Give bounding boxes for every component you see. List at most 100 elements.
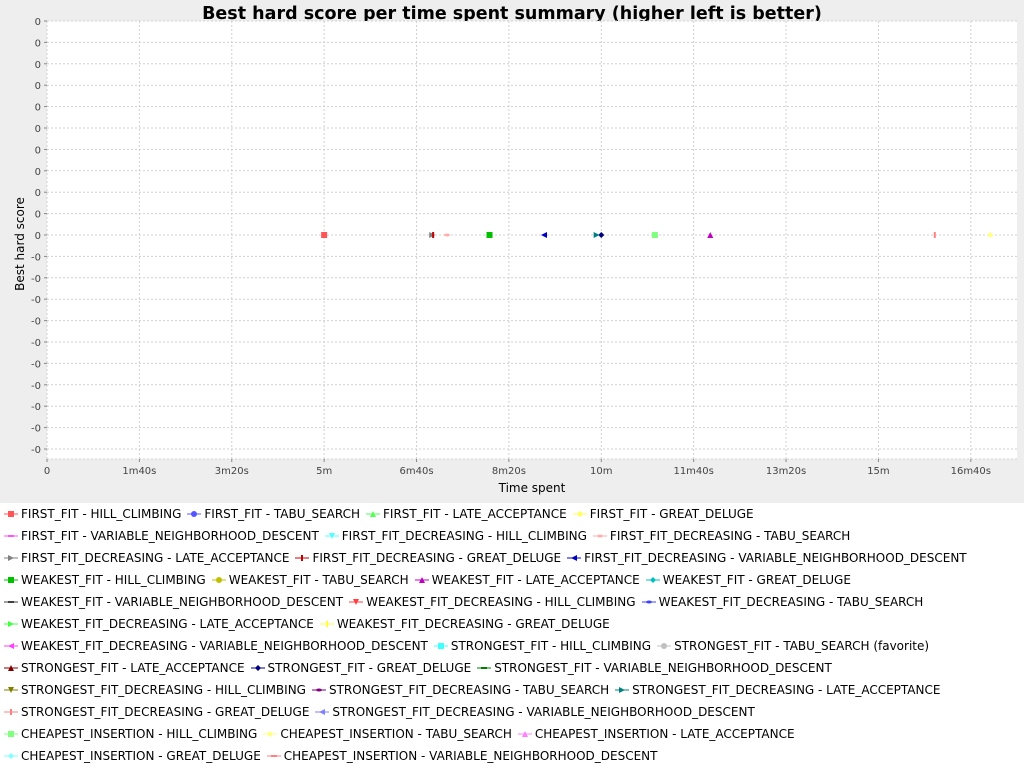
plot-area bbox=[47, 21, 1017, 459]
legend-item: FIRST_FIT - LATE_ACCEPTANCE bbox=[366, 503, 567, 525]
legend-marker bbox=[319, 709, 326, 715]
legend-marker bbox=[8, 601, 14, 603]
legend-marker bbox=[521, 731, 528, 737]
data-point bbox=[933, 232, 936, 238]
data-point bbox=[651, 232, 658, 238]
legend-marker-icon bbox=[319, 621, 334, 627]
legend-marker-icon bbox=[414, 577, 429, 583]
legend-marker-icon bbox=[592, 534, 607, 538]
legend-marker bbox=[301, 555, 304, 561]
legend-label: STRONGEST_FIT - LATE_ACCEPTANCE bbox=[21, 661, 245, 675]
legend-item: FIRST_FIT_DECREASING - VARIABLE_NEIGHBOR… bbox=[567, 547, 967, 569]
data-point bbox=[593, 232, 600, 238]
legend-label: STRONGEST_FIT_DECREASING - VARIABLE_NEIG… bbox=[332, 705, 755, 719]
legend-marker-icon bbox=[4, 621, 18, 627]
legend-item: STRONGEST_FIT - VARIABLE_NEIGHBORHOOD_DE… bbox=[477, 657, 832, 679]
legend-label: WEAKEST_FIT_DECREASING - HILL_CLIMBING bbox=[366, 595, 636, 609]
x-tick-label: 8m20s bbox=[492, 466, 526, 477]
legend-label: FIRST_FIT_DECREASING - HILL_CLIMBING bbox=[341, 529, 587, 543]
legend-marker bbox=[596, 534, 603, 538]
legend-item: STRONGEST_FIT_DECREASING - VARIABLE_NEIG… bbox=[315, 701, 755, 723]
data-point bbox=[598, 232, 605, 238]
legend-label: STRONGEST_FIT_DECREASING - TABU_SEARCH bbox=[328, 683, 610, 697]
x-tick-label: 13m20s bbox=[766, 466, 806, 477]
data-point bbox=[987, 232, 994, 238]
legend-marker bbox=[576, 511, 583, 517]
legend-marker-icon bbox=[572, 511, 587, 517]
legend-item: STRONGEST_FIT - LATE_ACCEPTANCE bbox=[4, 657, 245, 679]
legend-marker bbox=[8, 535, 14, 537]
legend-marker-icon bbox=[4, 535, 18, 537]
y-tick-label: 0 bbox=[35, 231, 41, 242]
legend-marker-icon bbox=[295, 555, 310, 561]
data-point bbox=[321, 232, 328, 238]
y-tick-label: -0 bbox=[31, 381, 41, 392]
legend-marker-icon bbox=[4, 665, 18, 671]
legend-label: FIRST_FIT - GREAT_DELUGE bbox=[589, 507, 754, 521]
legend-label: STRONGEST_FIT - HILL_CLIMBING bbox=[450, 639, 652, 653]
legend-marker-icon bbox=[657, 643, 672, 649]
legend-label: WEAKEST_FIT - GREAT_DELUGE bbox=[662, 573, 851, 587]
legend-marker-icon bbox=[4, 753, 18, 759]
x-tick-label: 10m bbox=[590, 466, 612, 477]
legend-marker-icon bbox=[211, 577, 226, 583]
legend-item: WEAKEST_FIT_DECREASING - LATE_ACCEPTANCE bbox=[4, 613, 314, 635]
legend-item: STRONGEST_FIT - HILL_CLIMBING bbox=[433, 635, 652, 657]
data-point bbox=[486, 232, 493, 238]
legend-marker bbox=[315, 688, 322, 692]
y-tick-label: 0 bbox=[35, 17, 41, 28]
x-tick-label: 15m bbox=[867, 466, 889, 477]
legend-label: FIRST_FIT_DECREASING - VARIABLE_NEIGHBOR… bbox=[584, 551, 967, 565]
legend-label: WEAKEST_FIT - VARIABLE_NEIGHBORHOOD_DESC… bbox=[21, 595, 344, 609]
legend-marker bbox=[8, 621, 14, 627]
legend-marker-icon bbox=[433, 643, 448, 649]
legend-item: FIRST_FIT_DECREASING - GREAT_DELUGE bbox=[295, 547, 561, 569]
legend-item: CHEAPEST_INSERTION - LATE_ACCEPTANCE bbox=[517, 723, 795, 745]
legend-label: FIRST_FIT - LATE_ACCEPTANCE bbox=[383, 507, 567, 521]
legend-marker-icon bbox=[315, 709, 330, 715]
x-tick-label: 16m40s bbox=[951, 466, 991, 477]
legend-marker bbox=[353, 599, 360, 605]
y-tick-label: -0 bbox=[31, 424, 41, 435]
legend-marker bbox=[267, 731, 274, 737]
y-tick-label: -0 bbox=[31, 317, 41, 328]
legend-item: WEAKEST_FIT - LATE_ACCEPTANCE bbox=[414, 569, 640, 591]
legend-label: WEAKEST_FIT - TABU_SEARCH bbox=[228, 573, 409, 587]
y-tick-label: 0 bbox=[35, 81, 41, 92]
legend-marker bbox=[325, 621, 328, 627]
legend: FIRST_FIT - HILL_CLIMBING FIRST_FIT - TAB… bbox=[0, 503, 1024, 768]
legend-label: STRONGEST_FIT_DECREASING - LATE_ACCEPTAN… bbox=[632, 683, 941, 697]
legend-item: WEAKEST_FIT_DECREASING - HILL_CLIMBING bbox=[349, 591, 636, 613]
data-point bbox=[707, 232, 714, 238]
chart: Best hard score per time spent summary (… bbox=[13, 4, 1017, 495]
legend-marker-icon bbox=[266, 755, 281, 757]
legend-marker bbox=[8, 753, 14, 759]
legend-marker-icon bbox=[641, 600, 656, 604]
legend-marker-icon bbox=[349, 599, 364, 605]
legend-marker bbox=[270, 755, 277, 757]
legend-label: FIRST_FIT - TABU_SEARCH bbox=[204, 507, 361, 521]
legend-label: WEAKEST_FIT_DECREASING - TABU_SEARCH bbox=[658, 595, 924, 609]
legend-item: CHEAPEST_INSERTION - HILL_CLIMBING bbox=[4, 723, 257, 745]
legend-label: WEAKEST_FIT - LATE_ACCEPTANCE bbox=[431, 573, 640, 587]
legend-label: WEAKEST_FIT - HILL_CLIMBING bbox=[21, 573, 206, 587]
y-tick-label: 0 bbox=[35, 167, 41, 178]
legend-item: WEAKEST_FIT - TABU_SEARCH bbox=[211, 569, 409, 591]
legend-label: CHEAPEST_INSERTION - TABU_SEARCH bbox=[280, 727, 512, 741]
x-tick-label: 1m40s bbox=[122, 466, 156, 477]
data-points bbox=[321, 232, 994, 238]
grid bbox=[46, 20, 1017, 460]
legend-marker-icon bbox=[4, 511, 18, 517]
legend-item: WEAKEST_FIT_DECREASING - GREAT_DELUGE bbox=[319, 613, 610, 635]
legend-marker-icon bbox=[4, 643, 18, 649]
legend-label: WEAKEST_FIT_DECREASING - LATE_ACCEPTANCE bbox=[21, 617, 314, 631]
legend-item: STRONGEST_FIT_DECREASING - HILL_CLIMBING bbox=[4, 679, 306, 701]
legend-item: FIRST_FIT_DECREASING - TABU_SEARCH bbox=[592, 525, 850, 547]
legend-marker-icon bbox=[615, 687, 630, 693]
legend-marker bbox=[191, 511, 198, 517]
y-tick-label: -0 bbox=[31, 338, 41, 349]
legend-item: FIRST_FIT - VARIABLE_NEIGHBORHOOD_DESCEN… bbox=[4, 525, 319, 547]
legend-marker bbox=[254, 665, 261, 671]
y-tick-label: -0 bbox=[31, 252, 41, 263]
y-tick-label: 0 bbox=[35, 60, 41, 71]
